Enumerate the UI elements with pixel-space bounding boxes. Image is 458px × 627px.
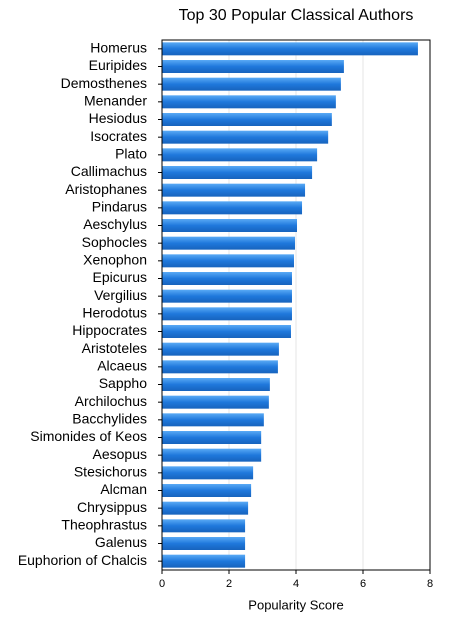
bar: [162, 201, 303, 215]
bar: [162, 325, 291, 338]
bar: [162, 466, 254, 480]
bar: [162, 130, 329, 144]
y-tick-label: Sappho: [99, 375, 147, 391]
x-tick-label: 4: [293, 578, 299, 590]
bar: [162, 378, 270, 391]
bar: [162, 272, 292, 285]
bar: [162, 484, 252, 497]
y-tick-label: Hesiodus: [89, 110, 147, 126]
y-tick-label: Aesopus: [93, 446, 147, 462]
bar: [162, 554, 246, 568]
y-tick-label: Pindarus: [92, 199, 147, 215]
bar: [162, 236, 295, 250]
y-tick-label: Plato: [115, 146, 147, 162]
bar: [162, 95, 336, 109]
y-tick-label: Euripides: [89, 57, 147, 73]
y-tick-label: Chrysippus: [77, 499, 147, 515]
bar: [162, 42, 418, 56]
y-tick-label: Aeschylus: [83, 216, 147, 232]
bar: [162, 219, 298, 232]
y-tick-label: Galenus: [95, 534, 147, 550]
bar: [162, 501, 249, 515]
y-tick-label: Demosthenes: [61, 75, 147, 91]
y-tick-label: Herodotus: [82, 305, 147, 321]
bar: [162, 113, 332, 126]
y-tick-label: Archilochus: [75, 393, 147, 409]
y-tick-label: Menander: [84, 93, 147, 109]
y-tick-label: Xenophon: [83, 252, 147, 268]
plot-frame: [161, 39, 431, 571]
y-tick-label: Theophrastus: [61, 517, 147, 533]
y-tick-label: Alcaeus: [97, 358, 147, 374]
x-tick-label: 8: [427, 578, 433, 590]
x-axis-label: Popularity Score: [248, 597, 343, 612]
y-tick-label: Epicurus: [93, 269, 147, 285]
bar: [162, 448, 262, 462]
x-tick-label: 2: [226, 578, 232, 590]
y-tick-label: Simonides of Keos: [30, 428, 147, 444]
y-tick-label: Bacchylides: [72, 411, 147, 427]
y-tick-label: Aristophanes: [65, 181, 147, 197]
y-tick-label: Alcman: [100, 481, 147, 497]
y-tick-label: Callimachus: [71, 163, 147, 179]
y-tick-label: Hippocrates: [72, 322, 147, 338]
bar: [162, 183, 306, 197]
chart-title: Top 30 Popular Classical Authors: [179, 7, 414, 24]
y-tick-label: Sophocles: [82, 234, 147, 250]
bar: [162, 289, 292, 303]
y-tick-label: Homerus: [90, 40, 147, 56]
bar: [162, 413, 264, 427]
bar: [162, 148, 318, 162]
bar: [162, 519, 246, 533]
bar: [162, 166, 313, 179]
bar: [162, 342, 279, 356]
bar: [162, 537, 246, 550]
x-tick-label: 0: [159, 578, 165, 590]
bar: [162, 395, 269, 409]
bar: [162, 307, 292, 321]
y-tick-label: Vergilius: [94, 287, 147, 303]
y-tick-label: Aristoteles: [82, 340, 147, 356]
bar: [162, 254, 294, 268]
bar: [162, 77, 341, 91]
bar: [162, 360, 278, 374]
bar: [162, 60, 344, 73]
y-tick-label: Euphorion of Chalcis: [18, 552, 147, 568]
bar: [162, 431, 262, 444]
x-tick-label: 6: [360, 578, 366, 590]
y-tick-label: Stesichorus: [74, 464, 147, 480]
y-tick-label: Isocrates: [90, 128, 147, 144]
